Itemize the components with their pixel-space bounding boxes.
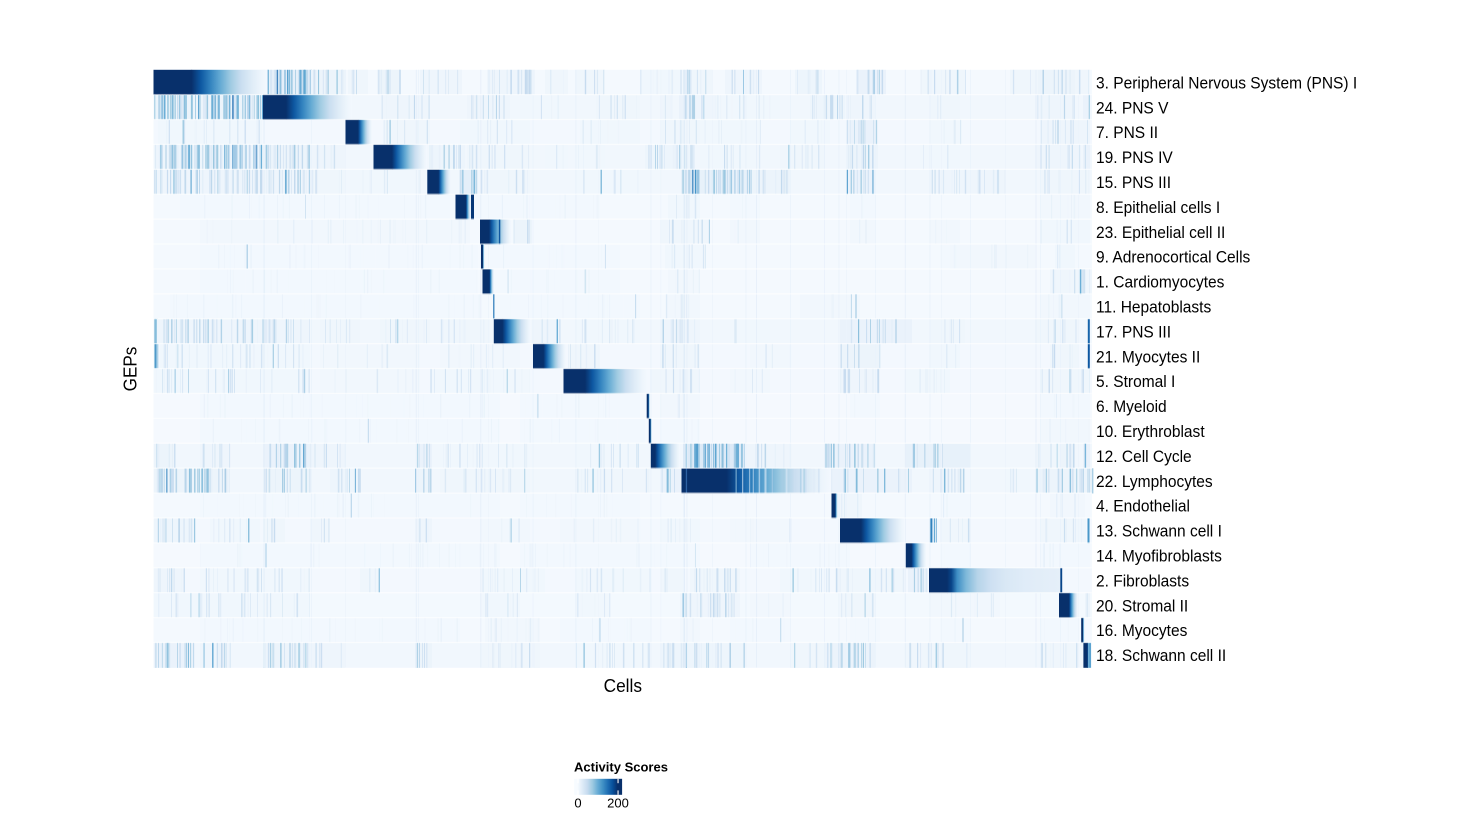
svg-text:22. Lymphocytes: 22. Lymphocytes [1096,472,1213,491]
svg-text:Cells: Cells [604,676,642,696]
svg-text:1. Cardiomyocytes: 1. Cardiomyocytes [1096,273,1224,292]
svg-text:GEPs: GEPs [121,347,141,392]
svg-text:23. Epithelial cell II: 23. Epithelial cell II [1096,223,1225,242]
svg-text:200: 200 [607,796,629,811]
svg-text:24. PNS V: 24. PNS V [1096,99,1169,118]
svg-text:13. Schwann cell I: 13. Schwann cell I [1096,522,1222,541]
svg-text:15. PNS III: 15. PNS III [1096,173,1171,192]
svg-text:12. Cell Cycle: 12. Cell Cycle [1096,447,1192,466]
svg-text:14. Myofibroblasts: 14. Myofibroblasts [1096,547,1222,566]
svg-text:Activity Scores: Activity Scores [574,760,668,775]
svg-text:17. PNS III: 17. PNS III [1096,323,1171,342]
svg-text:4. Endothelial: 4. Endothelial [1096,497,1190,516]
svg-text:2. Fibroblasts: 2. Fibroblasts [1096,572,1189,591]
svg-text:5. Stromal I: 5. Stromal I [1096,373,1175,392]
svg-text:3. Peripheral Nervous System (: 3. Peripheral Nervous System (PNS) I [1096,74,1357,93]
svg-text:20. Stromal II: 20. Stromal II [1096,597,1188,616]
svg-text:7. PNS II: 7. PNS II [1096,124,1158,143]
svg-text:11. Hepatoblasts: 11. Hepatoblasts [1096,298,1211,317]
svg-text:6. Myeloid: 6. Myeloid [1096,397,1167,416]
svg-text:21. Myocytes II: 21. Myocytes II [1096,348,1200,367]
svg-text:19. PNS IV: 19. PNS IV [1096,148,1173,167]
svg-text:18. Schwann cell II: 18. Schwann cell II [1096,646,1226,665]
svg-text:0: 0 [574,796,581,811]
svg-text:8. Epithelial cells I: 8. Epithelial cells I [1096,198,1220,217]
svg-text:16. Myocytes: 16. Myocytes [1096,622,1187,641]
svg-text:9. Adrenocortical Cells: 9. Adrenocortical Cells [1096,248,1250,267]
svg-text:10. Erythroblast: 10. Erythroblast [1096,422,1205,441]
